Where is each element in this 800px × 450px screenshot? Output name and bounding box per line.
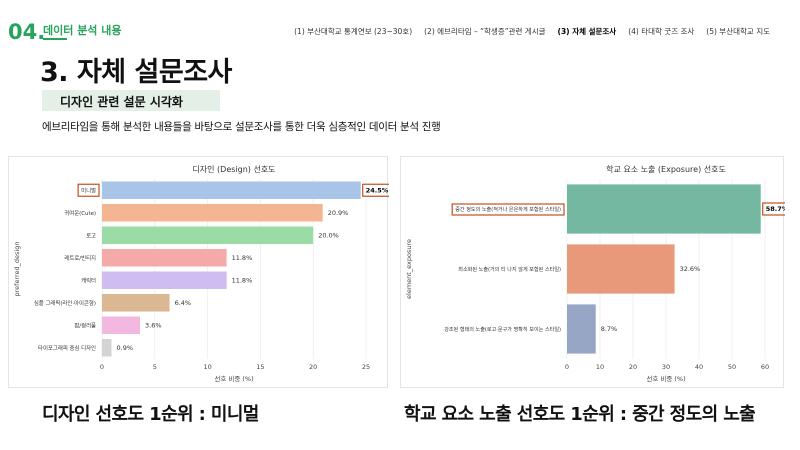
exposure-chart-panel: 학교 요소 노출 (Exposure) 선호도 0 10 20 30 40 50 60 선호 비… xyxy=(400,156,793,388)
exposure-preference-chart: 학교 요소 노출 (Exposure) 선호도 0 10 20 30 40 50 60 선호 비… xyxy=(405,164,793,383)
value-label: 11.8% xyxy=(232,276,253,284)
x-tick-label: 10 xyxy=(203,363,211,371)
category-label: 타이포그래피 중심 디자인 xyxy=(38,344,96,352)
nav-item-3[interactable]: (3) 자체 설문조사 xyxy=(557,27,617,36)
x-tick-label: 0 xyxy=(100,363,104,371)
value-label: 32.6% xyxy=(680,265,701,273)
category-label: 중간 정도의 노출(적거나 은은하게 포함된 스타일) xyxy=(455,206,561,213)
subtitle-background xyxy=(42,90,220,111)
nav-item-2[interactable]: (2) 에브리타임 – “학생증”관련 게시글 xyxy=(424,27,546,36)
value-label: 24.5% xyxy=(366,186,389,194)
bar xyxy=(567,184,761,234)
chart-title: 디자인 (Design) 선호도 xyxy=(192,164,275,174)
bar xyxy=(102,226,314,245)
x-tick-label: 50 xyxy=(728,363,736,371)
design-preference-chart: 디자인 (Design) 선호도 0 5 10 15 20 25 선호 비중 (%) prefe… xyxy=(13,164,393,383)
nav-item-5[interactable]: (5) 부산대학교 지도 xyxy=(706,27,770,36)
highlight-box xyxy=(451,203,565,216)
section-number: 04. xyxy=(8,20,46,44)
y-axis-label: element_exposure xyxy=(405,239,413,299)
x-axis-label: 선호 비중 (%) xyxy=(214,374,253,383)
page-title: 3. 자체 설문조사 xyxy=(40,57,232,88)
x-tick-label: 5 xyxy=(153,363,157,371)
bar xyxy=(102,203,323,222)
page-subtitle: 디자인 관련 설문 시각화 xyxy=(60,95,183,109)
category-label: 귀여운(Cute) xyxy=(64,209,96,217)
highlight-box xyxy=(77,183,100,197)
x-tick-label: 15 xyxy=(256,363,264,371)
category-label: 미니멀 xyxy=(81,186,96,194)
y-axis-label: preferred_design xyxy=(13,242,21,297)
bar xyxy=(102,338,112,357)
x-tick-label: 20 xyxy=(629,363,637,371)
value-label: 11.8% xyxy=(232,254,253,262)
nav-item-4[interactable]: (4) 타대학 굿즈 조사 xyxy=(628,27,695,36)
value-label: 20.0% xyxy=(318,231,339,239)
chart-title: 학교 요소 노출 (Exposure) 선호도 xyxy=(606,164,726,174)
page-description: 에브리타임을 통해 분석한 내용들을 바탕으로 설문조사를 통한 더욱 심층적인… xyxy=(42,121,441,133)
x-axis-label: 선호 비중 (%) xyxy=(646,374,685,383)
x-tick-label: 30 xyxy=(662,363,670,371)
value-label: 3.6% xyxy=(145,321,162,329)
category-label: 팝/컬러풀 xyxy=(74,321,96,329)
bar xyxy=(102,181,361,200)
x-tick-label: 40 xyxy=(695,363,703,371)
design-caption: 디자인 선호도 1순위 : 미니멀 xyxy=(42,404,259,425)
bar xyxy=(102,248,227,267)
bar xyxy=(102,293,170,312)
category-label: 최소화된 노출(거의 티 나지 않게 포함된 스타일) xyxy=(458,266,561,273)
nav-item-1[interactable]: (1) 부산대학교 통계연보 (23~30호) xyxy=(294,27,413,36)
x-tick-label: 10 xyxy=(596,363,604,371)
x-tick-label: 60 xyxy=(761,363,769,371)
x-tick-label: 20 xyxy=(309,363,317,371)
category-label: 강조된 형태의 노출(로고·문구가 명확히 보이는 스타일) xyxy=(444,326,561,333)
x-tick-label: 0 xyxy=(565,363,569,371)
bar xyxy=(102,316,141,335)
category-label: 심플 그래픽(라인·아이콘형) xyxy=(34,299,96,307)
bar xyxy=(567,244,675,294)
section-underline xyxy=(43,38,67,40)
value-label: 58.7% xyxy=(766,205,785,213)
value-label: 0.9% xyxy=(117,344,134,352)
value-label: 20.9% xyxy=(328,209,349,217)
exposure-caption: 학교 요소 노출 선호도 1순위 : 중간 정도의 노출 xyxy=(404,404,756,425)
value-label: 8.7% xyxy=(601,325,618,333)
x-tick-label: 25 xyxy=(362,363,370,371)
category-label: 레트로/빈티지 xyxy=(64,254,96,262)
bar xyxy=(567,304,596,354)
design-chart-panel: 디자인 (Design) 선호도 0 5 10 15 20 25 선호 비중 (%) prefe… xyxy=(8,156,393,388)
category-label: 캐릭터 xyxy=(81,276,96,284)
category-label: 로고 xyxy=(86,232,96,239)
value-label: 6.4% xyxy=(175,299,192,307)
bar xyxy=(102,271,227,290)
top-nav: (1) 부산대학교 통계연보 (23~30호) (2) 에브리타임 – “학생증… xyxy=(294,26,770,37)
section-tag: 데이터 분석 내용 xyxy=(43,24,122,37)
